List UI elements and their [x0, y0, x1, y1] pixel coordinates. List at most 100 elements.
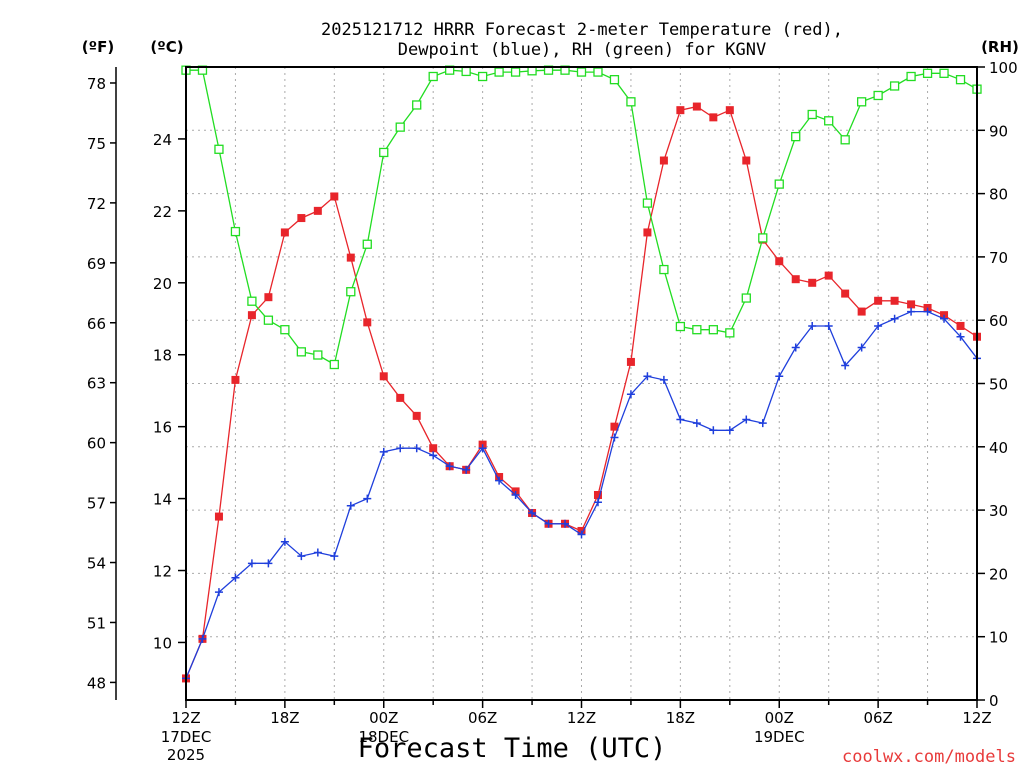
rh-tick-label: 30: [989, 502, 1008, 520]
rh-point: [675, 321, 686, 332]
temperature-point: [692, 102, 701, 111]
dewpoint-point: [396, 444, 405, 453]
fahrenheit-tick-label: 60: [87, 435, 106, 453]
temperature-point: [247, 311, 256, 320]
dewpoint-point: [264, 559, 273, 568]
celsius-tick-label: 14: [153, 491, 172, 509]
celsius-tick-label: 24: [153, 131, 172, 149]
dewpoint-point: [956, 332, 965, 341]
rh-point: [329, 359, 339, 370]
temperature-point: [725, 106, 734, 115]
rh-point: [922, 68, 933, 78]
x-tick-label: 18Z: [270, 709, 299, 727]
x-tick-label: 00Z: [765, 709, 794, 727]
temperature-point: [676, 106, 685, 115]
series-rh: [181, 65, 982, 370]
dewpoint-point: [874, 321, 883, 330]
dewpoint-point: [412, 444, 421, 453]
rh-point: [263, 315, 274, 325]
dewpoint-point: [198, 634, 207, 643]
dewpoint-point: [841, 361, 850, 370]
temperature-point: [396, 393, 405, 402]
celsius-unit-label: (ºC): [150, 38, 183, 56]
x-tick-date-label: 19DEC: [754, 728, 805, 746]
dewpoint-point: [808, 321, 817, 330]
x-tick-year-label: 2025: [167, 746, 205, 764]
rh-point: [379, 147, 389, 158]
temperature-point: [791, 275, 800, 284]
dewpoint-point: [857, 343, 866, 352]
rh-tick-label: 90: [989, 122, 1008, 140]
temperature-point: [775, 257, 784, 266]
fahrenheit-unit-label: (ºF): [82, 38, 114, 56]
temperature-point: [363, 318, 372, 327]
celsius-tick-label: 10: [153, 634, 172, 652]
dewpoint-point: [742, 415, 751, 424]
rh-point: [856, 97, 867, 107]
fahrenheit-tick-label: 51: [87, 614, 106, 632]
temperature-point: [429, 444, 438, 453]
temperature-point: [297, 214, 306, 223]
dewpoint-point: [709, 426, 718, 435]
fahrenheit-tick-label: 75: [87, 135, 106, 153]
dewpoint-point: [561, 519, 570, 528]
dewpoint-point: [346, 501, 355, 510]
plot-frame: [185, 66, 978, 701]
dewpoint-point: [907, 307, 916, 316]
rh-unit-label: (RH): [981, 38, 1019, 56]
rh-point: [428, 71, 438, 82]
rh-point: [477, 71, 488, 82]
temperature-point: [280, 228, 289, 237]
x-tick-label: 18Z: [666, 709, 695, 727]
rh-tick-label: 60: [989, 312, 1008, 330]
rh-point: [461, 66, 471, 77]
rh-point: [494, 67, 504, 77]
dewpoint-point: [429, 451, 438, 460]
rh-point: [626, 97, 636, 107]
dewpoint-point: [824, 321, 833, 330]
rh-point: [906, 71, 916, 82]
rh-point: [362, 239, 372, 249]
temperature-point: [808, 278, 817, 287]
dewpoint-point: [478, 444, 487, 453]
dewpoint-point: [231, 573, 240, 582]
dewpoint-point: [692, 419, 701, 428]
fahrenheit-tick-label: 48: [87, 674, 106, 692]
x-tick-label: 06Z: [468, 709, 497, 727]
rh-point: [412, 100, 422, 110]
dewpoint-point: [297, 552, 306, 561]
temperature-point: [231, 375, 240, 384]
temperature-point: [742, 156, 751, 165]
x-tick-label: 12Z: [171, 709, 200, 727]
temperature-point: [346, 253, 355, 262]
x-tick-label: 12Z: [962, 709, 991, 727]
temperature-point: [907, 300, 916, 309]
dewpoint-point: [791, 343, 800, 352]
fahrenheit-tick-label: 57: [87, 495, 106, 513]
rh-point: [296, 347, 307, 357]
rh-point: [774, 179, 784, 189]
temperature-point: [643, 228, 652, 237]
rh-point: [741, 293, 751, 303]
temperature-point: [890, 296, 899, 305]
celsius-tick-label: 20: [153, 275, 172, 293]
x-tick-date-label: 18DEC: [358, 728, 409, 746]
rh-point: [791, 131, 801, 142]
rh-tick-label: 20: [989, 565, 1008, 583]
dewpoint-point: [610, 433, 619, 442]
temperature-point: [214, 512, 223, 521]
rh-tick-label: 10: [989, 629, 1008, 647]
temperature-point: [330, 192, 339, 201]
rh-point: [510, 67, 521, 77]
rh-point: [807, 109, 817, 120]
dewpoint-point: [725, 426, 734, 435]
rh-point: [313, 350, 323, 360]
watermark: coolwx.com/models: [842, 747, 1016, 767]
dewpoint-point: [758, 419, 767, 428]
celsius-tick-label: 12: [153, 563, 172, 581]
rh-point: [840, 135, 850, 145]
temperature-point: [379, 372, 388, 381]
temperature-point: [824, 271, 833, 280]
temperature-point: [593, 490, 602, 499]
rh-point: [346, 287, 356, 297]
